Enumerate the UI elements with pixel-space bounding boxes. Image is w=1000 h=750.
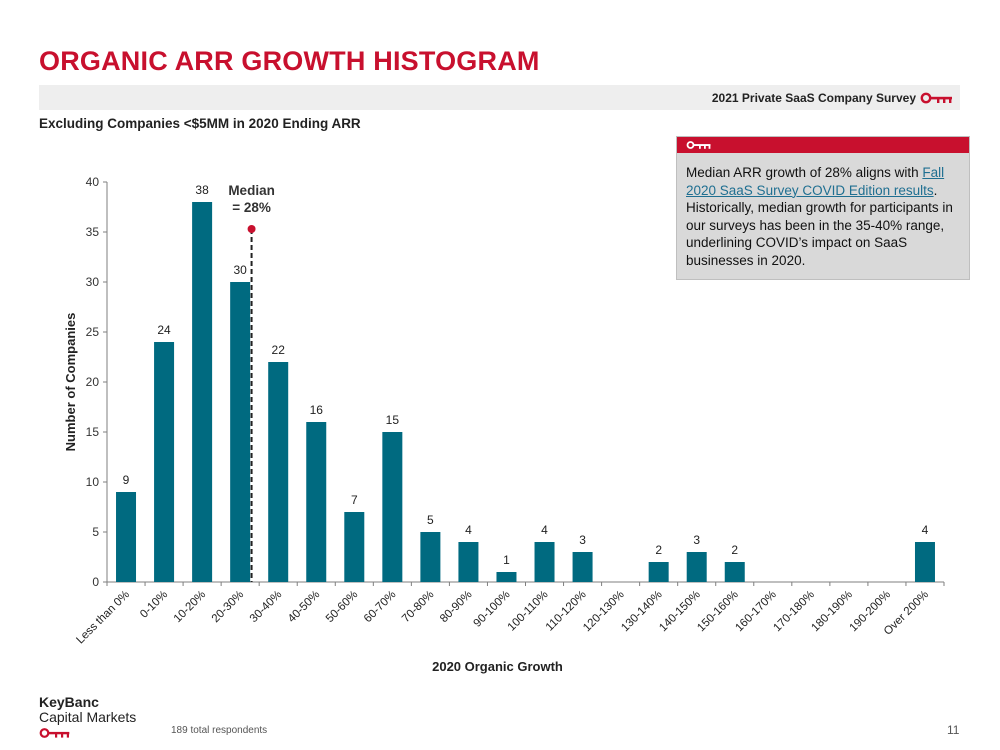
x-category-label: 0-10%	[138, 589, 170, 621]
survey-banner: 2021 Private SaaS Company Survey	[39, 85, 960, 110]
y-tick-label: 25	[86, 325, 100, 339]
histogram-bar	[116, 492, 137, 582]
histogram-bar	[458, 542, 479, 582]
histogram-bar	[230, 282, 251, 582]
histogram-bar	[724, 562, 745, 582]
bar-value-label: 2	[655, 543, 662, 557]
logo-text-capital-markets: Capital Markets	[39, 709, 137, 725]
y-tick-label: 35	[86, 225, 100, 239]
y-tick-label: 10	[86, 475, 100, 489]
median-label: Median	[228, 183, 275, 198]
x-category-label: 20-30%	[210, 589, 247, 626]
bar-value-label: 22	[272, 343, 286, 357]
x-category-label: 60-70%	[362, 589, 399, 626]
y-tick-label: 15	[86, 425, 100, 439]
bar-value-label: 1	[503, 553, 510, 567]
callout-text: Median ARR growth of 28% aligns with Fal…	[686, 164, 961, 269]
histogram-bar	[382, 432, 403, 582]
x-axis-title: 2020 Organic Growth	[432, 659, 563, 674]
key-logo-icon	[920, 92, 952, 104]
y-tick-label: 0	[92, 575, 99, 589]
histogram-bar	[192, 202, 213, 582]
histogram-bar	[154, 342, 175, 582]
histogram-bar	[572, 552, 593, 582]
page-number: 11	[947, 723, 960, 737]
y-axis-title: Number of Companies	[63, 313, 78, 452]
y-tick-label: 40	[86, 175, 100, 189]
histogram-bar	[268, 362, 289, 582]
bar-value-label: 30	[233, 263, 247, 277]
bar-value-label: 3	[579, 533, 586, 547]
bar-value-label: 38	[195, 183, 209, 197]
histogram-bar	[344, 512, 365, 582]
bar-value-label: 4	[922, 523, 929, 537]
x-category-label: 10-20%	[172, 589, 209, 626]
bar-value-label: 3	[693, 533, 700, 547]
bar-value-label: 7	[351, 493, 358, 507]
histogram-bar	[648, 562, 669, 582]
survey-results-link[interactable]: Fall 2020 SaaS Survey COVID Edition resu…	[686, 165, 945, 198]
x-category-label: 100-110%	[506, 589, 551, 634]
callout-box: Median ARR growth of 28% aligns with Fal…	[676, 136, 970, 280]
bar-value-label: 4	[465, 523, 472, 537]
median-marker-dot	[247, 225, 256, 233]
histogram-bar	[534, 542, 555, 582]
survey-label: 2021 Private SaaS Company Survey	[711, 91, 916, 105]
bar-value-label: 5	[427, 513, 434, 527]
chart-subtitle: Excluding Companies <$5MM in 2020 Ending…	[39, 116, 361, 131]
y-tick-label: 5	[92, 525, 99, 539]
key-logo-icon	[39, 728, 70, 738]
histogram-bar	[306, 422, 327, 582]
x-category-label: 80-90%	[438, 589, 475, 626]
histogram-bar	[686, 552, 707, 582]
x-category-label: Less than 0%	[74, 589, 132, 647]
y-tick-label: 30	[86, 275, 100, 289]
histogram-bar	[496, 572, 517, 582]
logo-text-keybanc: KeyBanc	[39, 694, 99, 710]
x-category-label: 40-50%	[286, 589, 323, 626]
x-category-label: 70-80%	[400, 589, 437, 626]
histogram-bar	[914, 542, 935, 582]
callout-text-part: . Historically, median growth for partic…	[686, 182, 953, 268]
respondents-footnote: 189 total respondents	[171, 725, 268, 736]
bar-value-label: 15	[386, 413, 400, 427]
median-value-label: = 28%	[232, 200, 271, 215]
x-category-label: 30-40%	[248, 589, 285, 626]
histogram-bar	[420, 532, 441, 582]
bar-value-label: 9	[123, 473, 130, 487]
y-tick-label: 20	[86, 375, 100, 389]
callout-header	[677, 137, 969, 153]
bar-value-label: 24	[157, 323, 171, 337]
bar-value-label: 16	[310, 403, 324, 417]
bar-value-label: 4	[541, 523, 548, 537]
bar-value-label: 2	[731, 543, 738, 557]
key-icon	[686, 141, 711, 149]
callout-text-part: Median ARR growth of 28% aligns with	[686, 165, 923, 180]
x-category-label: 50-60%	[324, 589, 361, 626]
keybanc-logo: KeyBanc Capital Markets	[39, 695, 136, 739]
page-title: ORGANIC ARR GROWTH HISTOGRAM	[39, 46, 540, 76]
